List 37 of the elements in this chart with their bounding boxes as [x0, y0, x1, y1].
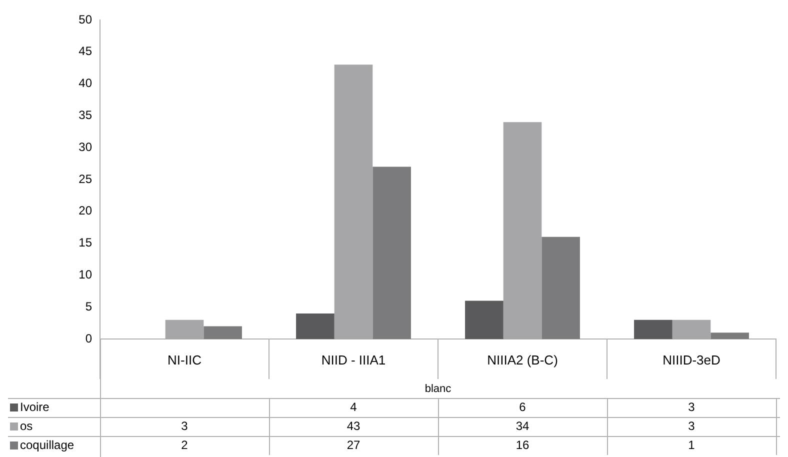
y-tick-label: 5: [85, 299, 92, 314]
y-tick-label: 40: [78, 76, 92, 90]
bar: [710, 332, 749, 339]
data-label: 16: [516, 438, 530, 452]
x-tick-label: NI-IIC: [168, 352, 202, 368]
bar: [542, 236, 580, 339]
x-axis-title: blanc: [424, 383, 452, 396]
data-label: 3: [688, 400, 696, 414]
y-tick-label: 15: [78, 236, 92, 250]
legend-label: coquillage: [20, 438, 74, 452]
data-label: 43: [346, 418, 360, 433]
y-tick-label: 30: [78, 140, 92, 154]
y-tick-label: 50: [78, 12, 92, 26]
data-label: 27: [346, 438, 360, 452]
bar: [465, 300, 504, 339]
data-label: 1: [688, 438, 696, 452]
x-tick-label: NIID - IIIA1: [321, 352, 386, 368]
data-label: 34: [516, 418, 530, 433]
data-label: 2: [181, 438, 188, 452]
y-tick-label: 25: [78, 172, 92, 186]
data-label: 3: [688, 418, 696, 433]
y-tick-label: 10: [78, 268, 92, 282]
legend-label: Ivoire: [20, 400, 50, 414]
bar: [634, 320, 672, 339]
data-label: 3: [181, 418, 188, 433]
y-tick-label: 20: [78, 204, 92, 218]
x-tick-label: NIIIA2 (B-C): [487, 352, 558, 368]
bar: [296, 313, 334, 339]
x-tick-label: NIIID-3eD: [662, 352, 720, 368]
y-tick-label: 45: [78, 44, 92, 58]
data-label: 6: [519, 400, 526, 414]
bar: [204, 326, 242, 339]
y-tick-label: 35: [78, 108, 92, 122]
bar: [372, 166, 411, 339]
data-label: 4: [350, 400, 358, 414]
legend-label: os: [20, 418, 33, 433]
y-tick-label: 0: [85, 331, 92, 346]
